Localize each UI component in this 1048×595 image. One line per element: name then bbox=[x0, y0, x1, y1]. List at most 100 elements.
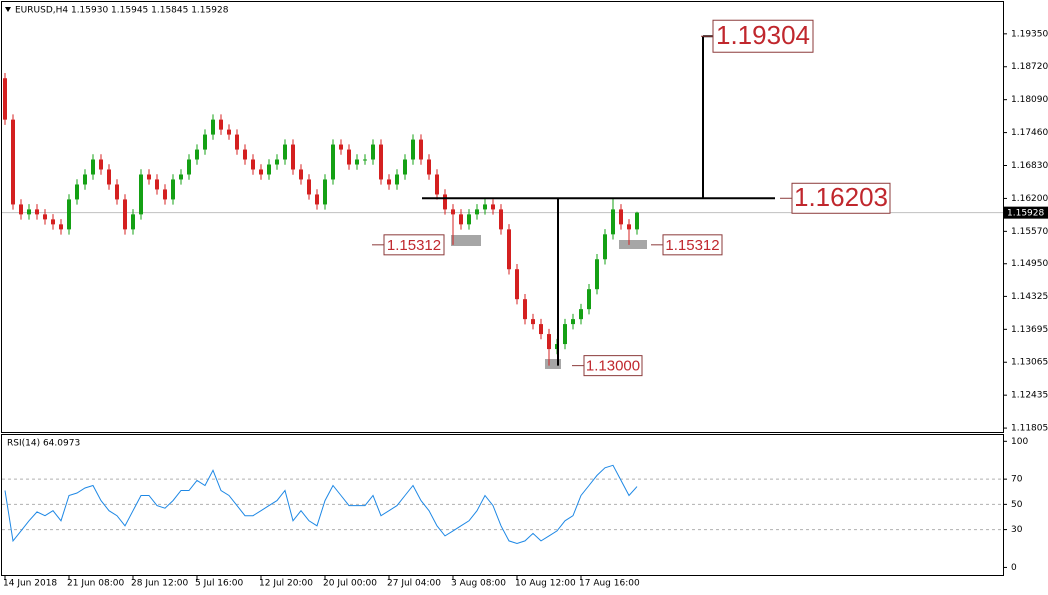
candle-body bbox=[627, 224, 631, 230]
annotation-box bbox=[791, 182, 891, 214]
y-tick-label: 1.14325 bbox=[1011, 292, 1048, 302]
candle-body bbox=[107, 169, 111, 185]
candle-body bbox=[67, 199, 71, 230]
annotation-label: 1.15312 bbox=[387, 237, 441, 254]
x-tick-label: 27 Jul 04:00 bbox=[387, 579, 441, 589]
candle-body bbox=[219, 119, 223, 130]
candle-body bbox=[291, 144, 295, 170]
candle-body bbox=[227, 129, 231, 135]
candle-body bbox=[451, 209, 455, 215]
candle-body bbox=[267, 164, 271, 175]
y-tick-label: 1.18090 bbox=[1011, 95, 1048, 105]
y-tick-label: 1.19350 bbox=[1011, 29, 1048, 39]
candle-body bbox=[547, 334, 551, 350]
y-tick-label: 30 bbox=[1011, 525, 1023, 535]
annotation-label: 1.16203 bbox=[794, 182, 888, 212]
rsi-panel-frame bbox=[1, 434, 1004, 576]
candle-body bbox=[187, 159, 191, 175]
current-price-box bbox=[1004, 206, 1048, 219]
y-tick-label: 70 bbox=[1011, 475, 1023, 485]
candle-body bbox=[507, 229, 511, 270]
y-tick-label: 100 bbox=[1011, 437, 1028, 447]
rsi-title: RSI(14) 64.0973 bbox=[7, 439, 80, 449]
y-tick-label: 1.18720 bbox=[1011, 62, 1048, 72]
current-price-label: 1.15928 bbox=[1007, 209, 1044, 219]
candle-body bbox=[603, 234, 607, 260]
candle-body bbox=[43, 214, 47, 220]
candle-body bbox=[587, 289, 591, 310]
y-tick-label: 1.15570 bbox=[1011, 227, 1048, 237]
candle-body bbox=[531, 319, 535, 325]
candle-body bbox=[515, 269, 519, 300]
candle-body bbox=[347, 149, 351, 165]
candle-body bbox=[235, 134, 239, 150]
symbol-menu-arrow[interactable] bbox=[5, 7, 11, 12]
candle-body bbox=[595, 259, 599, 290]
candle-body bbox=[443, 194, 447, 210]
candle-body bbox=[299, 169, 303, 180]
x-tick-label: 21 Jun 08:00 bbox=[67, 579, 124, 589]
candle-body bbox=[307, 179, 311, 195]
candle-body bbox=[387, 179, 391, 185]
x-tick-label: 10 Aug 12:00 bbox=[515, 579, 576, 589]
candle-body bbox=[619, 209, 623, 225]
candle-body bbox=[475, 209, 479, 215]
y-tick-label: 1.14950 bbox=[1011, 259, 1048, 269]
candle-body bbox=[355, 159, 359, 165]
annotation-label: 1.15312 bbox=[665, 237, 719, 254]
candle-body bbox=[35, 209, 39, 215]
candle-body bbox=[115, 184, 119, 200]
candle-body bbox=[75, 184, 79, 200]
x-tick-label: 20 Jul 00:00 bbox=[323, 579, 377, 589]
candle-body bbox=[3, 78, 7, 120]
candle-body bbox=[99, 159, 103, 170]
candle-body bbox=[539, 324, 543, 335]
candle-body bbox=[459, 214, 463, 225]
candle-body bbox=[363, 159, 367, 161]
candle-body bbox=[435, 174, 439, 195]
candle-body bbox=[59, 224, 63, 230]
candle-body bbox=[179, 174, 183, 180]
x-tick-label: 14 Jun 2018 bbox=[3, 579, 57, 589]
x-tick-label: 5 Jul 16:00 bbox=[195, 579, 244, 589]
shoulder-highlight bbox=[619, 240, 647, 249]
x-tick-label: 3 Aug 08:00 bbox=[451, 579, 506, 589]
symbol-info: EURUSD,H4 1.15930 1.15945 1.15845 1.1592… bbox=[15, 6, 229, 16]
candle-body bbox=[315, 194, 319, 205]
x-tick-label: 17 Aug 16:00 bbox=[579, 579, 640, 589]
candle-body bbox=[203, 134, 207, 150]
candle-body bbox=[283, 144, 287, 160]
candle-body bbox=[571, 319, 575, 325]
candle-body bbox=[523, 299, 527, 320]
annotation-box bbox=[712, 19, 814, 53]
y-tick-label: 0 bbox=[1011, 563, 1017, 573]
candle-body bbox=[563, 324, 567, 345]
annotation-label: 1.13000 bbox=[586, 358, 640, 375]
y-tick-label: 1.13695 bbox=[1011, 325, 1048, 335]
candle-body bbox=[275, 159, 279, 165]
candle-body bbox=[611, 209, 615, 235]
candle-body bbox=[19, 204, 23, 215]
candle-body bbox=[91, 159, 95, 175]
y-tick-label: 1.12435 bbox=[1011, 391, 1048, 401]
candle-body bbox=[163, 189, 167, 200]
candle-body bbox=[171, 179, 175, 200]
y-tick-label: 1.16830 bbox=[1011, 161, 1048, 171]
candle-body bbox=[147, 174, 151, 180]
candle-body bbox=[331, 144, 335, 180]
y-tick-label: 1.16200 bbox=[1011, 194, 1048, 204]
shoulder-highlight bbox=[451, 235, 481, 246]
candle-body bbox=[403, 159, 407, 175]
candle-body bbox=[243, 149, 247, 160]
candle-body bbox=[371, 144, 375, 160]
candle-body bbox=[339, 144, 343, 150]
candle-body bbox=[131, 214, 135, 230]
y-tick-label: 1.11805 bbox=[1011, 424, 1048, 434]
candle-body bbox=[579, 309, 583, 320]
annotation-box bbox=[383, 234, 445, 256]
candle-body bbox=[211, 119, 215, 135]
candle-body bbox=[123, 199, 127, 230]
candle-body bbox=[467, 214, 471, 225]
candle-body bbox=[395, 174, 399, 185]
